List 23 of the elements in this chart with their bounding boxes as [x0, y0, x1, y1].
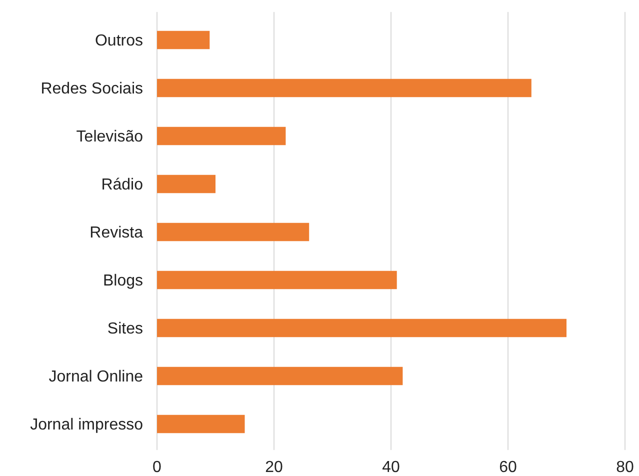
y-tick-label: Rádio	[101, 176, 144, 194]
y-tick-label: Outros	[94, 32, 143, 50]
bar	[157, 78, 532, 98]
x-tick-label: 80	[616, 459, 634, 476]
bar	[157, 222, 310, 242]
bar	[157, 366, 403, 386]
bar	[157, 414, 245, 434]
y-tick-label: Redes Sociais	[40, 80, 143, 98]
bar	[157, 30, 210, 50]
y-tick-label: Televisão	[76, 128, 144, 146]
bar	[157, 270, 397, 290]
y-tick-label: Jornal Online	[48, 368, 144, 386]
bar	[157, 318, 566, 338]
bar	[157, 126, 286, 146]
x-tick-label: 60	[499, 459, 517, 476]
bar	[157, 174, 216, 194]
y-tick-label: Revista	[90, 224, 144, 242]
x-tick-label: 0	[152, 459, 162, 476]
y-tick-label: Sites	[107, 320, 143, 338]
y-tick-label: Jornal impresso	[30, 416, 144, 434]
x-tick-label: 20	[265, 459, 283, 476]
y-tick-label: Blogs	[102, 272, 143, 290]
x-tick-label: 40	[382, 459, 400, 476]
